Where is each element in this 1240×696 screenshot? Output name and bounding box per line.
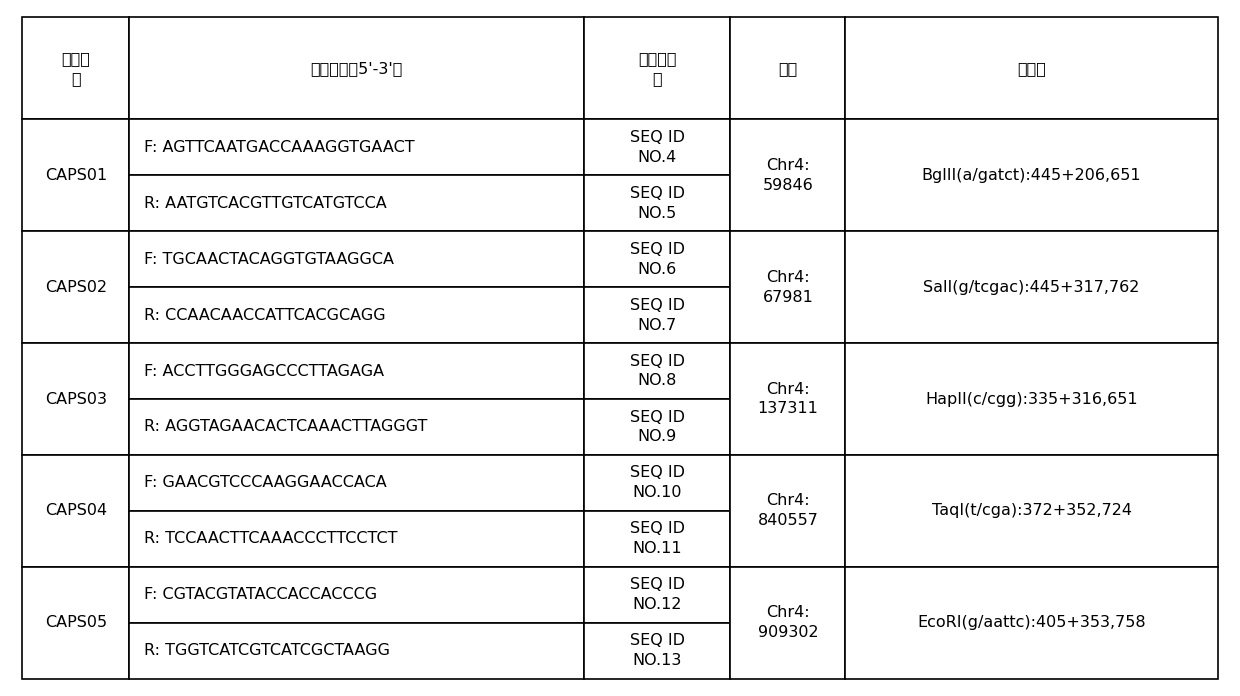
Bar: [584, 17, 730, 120]
Text: CAPS02: CAPS02: [45, 280, 107, 294]
Text: CAPS03: CAPS03: [45, 392, 107, 406]
Text: SEQ ID
NO.12: SEQ ID NO.12: [630, 577, 684, 612]
Text: TaqI(t/cga):372+352,724: TaqI(t/cga):372+352,724: [931, 503, 1132, 519]
Bar: [730, 120, 846, 231]
Text: R: TCCAACTTCAAACCCTTCCTCT: R: TCCAACTTCAAACCCTTCCTCT: [144, 531, 398, 546]
Text: 引物序列（5'-3'）: 引物序列（5'-3'）: [310, 61, 403, 76]
Text: EcoRI(g/aattc):405+353,758: EcoRI(g/aattc):405+353,758: [918, 615, 1146, 630]
Bar: [846, 17, 1218, 120]
Text: Chr4:
67981: Chr4: 67981: [763, 270, 813, 305]
Text: HapII(c/cgg):335+316,651: HapII(c/cgg):335+316,651: [925, 392, 1138, 406]
Bar: [730, 231, 846, 343]
Bar: [129, 511, 584, 567]
Text: F: AGTTCAATGACCAAAGGTGAACT: F: AGTTCAATGACCAAAGGTGAACT: [144, 140, 415, 155]
Bar: [129, 343, 584, 399]
Text: CAPS05: CAPS05: [45, 615, 107, 630]
Text: CAPS01: CAPS01: [45, 168, 107, 183]
Text: SEQ ID
NO.5: SEQ ID NO.5: [630, 186, 684, 221]
Text: Chr4:
59846: Chr4: 59846: [763, 158, 813, 193]
Text: SEQ ID
NO.9: SEQ ID NO.9: [630, 409, 684, 444]
Bar: [584, 567, 730, 623]
Text: Chr4:
840557: Chr4: 840557: [758, 493, 818, 528]
Bar: [730, 455, 846, 567]
Bar: [730, 567, 846, 679]
Bar: [846, 343, 1218, 455]
Bar: [846, 567, 1218, 679]
Bar: [846, 455, 1218, 567]
Bar: [584, 231, 730, 287]
Text: SalI(g/tcgac):445+317,762: SalI(g/tcgac):445+317,762: [924, 280, 1140, 294]
Bar: [129, 120, 584, 175]
Bar: [129, 623, 584, 679]
Bar: [730, 17, 846, 120]
Bar: [129, 399, 584, 455]
Bar: [22, 455, 129, 567]
Bar: [22, 343, 129, 455]
Text: 内切酶: 内切酶: [1017, 61, 1047, 76]
Text: SEQ ID
NO.6: SEQ ID NO.6: [630, 242, 684, 276]
Text: F: TGCAACTACAGGTGTAAGGCA: F: TGCAACTACAGGTGTAAGGCA: [144, 252, 394, 267]
Bar: [846, 231, 1218, 343]
Text: F: ACCTTGGGAGCCCTTAGAGA: F: ACCTTGGGAGCCCTTAGAGA: [144, 363, 384, 379]
Text: SEQ ID
NO.10: SEQ ID NO.10: [630, 466, 684, 500]
Text: R: AATGTCACGTTGTCATGTCCA: R: AATGTCACGTTGTCATGTCCA: [144, 196, 387, 211]
Bar: [584, 120, 730, 175]
Bar: [22, 231, 129, 343]
Text: SEQ ID
NO.4: SEQ ID NO.4: [630, 130, 684, 165]
Text: CAPS04: CAPS04: [45, 503, 107, 519]
Bar: [584, 511, 730, 567]
Text: R: AGGTAGAACACTCAAACTTAGGGT: R: AGGTAGAACACTCAAACTTAGGGT: [144, 420, 428, 434]
Bar: [730, 343, 846, 455]
Text: F: CGTACGTATACCACCACCCG: F: CGTACGTATACCACCACCCG: [144, 587, 377, 602]
Bar: [22, 120, 129, 231]
Bar: [129, 455, 584, 511]
Bar: [129, 287, 584, 343]
Text: R: CCAACAACCATTCACGCAGG: R: CCAACAACCATTCACGCAGG: [144, 308, 386, 323]
Text: SEQ ID
NO.7: SEQ ID NO.7: [630, 298, 684, 333]
Bar: [129, 17, 584, 120]
Text: Chr4:
909302: Chr4: 909302: [758, 606, 818, 640]
Text: BglII(a/gatct):445+206,651: BglII(a/gatct):445+206,651: [921, 168, 1141, 183]
Text: 序列表编
号: 序列表编 号: [639, 51, 677, 86]
Text: 标记名
称: 标记名 称: [62, 51, 91, 86]
Bar: [584, 175, 730, 231]
Text: F: GAACGTCCCAAGGAACCACA: F: GAACGTCCCAAGGAACCACA: [144, 475, 387, 491]
Bar: [22, 17, 129, 120]
Text: Chr4:
137311: Chr4: 137311: [758, 381, 818, 416]
Text: SEQ ID
NO.11: SEQ ID NO.11: [630, 521, 684, 556]
Bar: [584, 287, 730, 343]
Text: SEQ ID
NO.13: SEQ ID NO.13: [630, 633, 684, 668]
Bar: [584, 343, 730, 399]
Bar: [22, 567, 129, 679]
Bar: [129, 175, 584, 231]
Text: SEQ ID
NO.8: SEQ ID NO.8: [630, 354, 684, 388]
Bar: [584, 623, 730, 679]
Bar: [129, 231, 584, 287]
Bar: [584, 455, 730, 511]
Text: R: TGGTCATCGTCATCGCTAAGG: R: TGGTCATCGTCATCGCTAAGG: [144, 643, 391, 658]
Text: 位置: 位置: [779, 61, 797, 76]
Bar: [129, 567, 584, 623]
Bar: [584, 399, 730, 455]
Bar: [846, 120, 1218, 231]
